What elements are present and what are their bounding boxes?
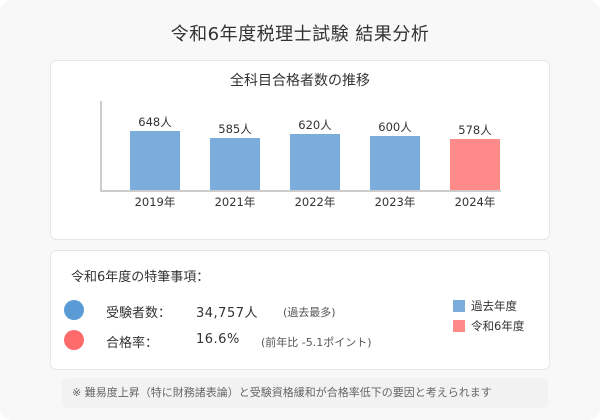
bar-value-label: 620人	[298, 118, 332, 132]
x-tick-label: 2019年	[134, 195, 176, 209]
bar-value-label: 585人	[218, 122, 252, 136]
legend-past-label: 過去年度	[471, 299, 517, 313]
x-axis	[100, 190, 501, 192]
footnote: ※ 難易度上昇（特に財務諸表論）と受験資格緩和が合格率低下の要因と考えられます	[62, 378, 548, 408]
applicants-note: (過去最多)	[283, 306, 336, 319]
bar-2022	[290, 134, 340, 190]
bar-value-label: 600人	[378, 120, 412, 134]
bar-value-label: 648人	[138, 115, 172, 129]
page-title: 令和6年度税理士試験 結果分析	[170, 24, 430, 45]
highlights-heading: 令和6年度の特筆事項：	[71, 270, 210, 285]
legend-past-swatch-icon	[453, 300, 465, 312]
x-tick-label: 2021年	[214, 195, 256, 209]
pass-rate-label: 合格率：	[106, 336, 159, 351]
legend-current-swatch-icon	[453, 320, 465, 332]
highlights-card: 令和6年度の特筆事項： 受験者数： 34,757人 (過去最多) 合格率： 16…	[50, 250, 550, 370]
pass-rate-value: 16.6%	[196, 332, 240, 347]
bar-value-label: 578人	[458, 123, 492, 137]
x-tick-label: 2023年	[374, 195, 416, 209]
chart-card: 全科目合格者数の推移 648人 2019年 585人 2021年 620人 2022年 60…	[50, 60, 550, 240]
bar-2019	[130, 131, 180, 190]
bar-2023	[370, 136, 420, 190]
x-tick-label: 2022年	[294, 195, 336, 209]
applicants-value: 34,757人	[196, 306, 258, 321]
applicants-dot-icon	[64, 300, 84, 320]
bar-2021	[210, 138, 260, 190]
pass-rate-note: (前年比 -5.1ポイント)	[261, 336, 372, 349]
applicants-label: 受験者数：	[106, 306, 172, 321]
legend-current-label: 令和6年度	[471, 319, 525, 333]
x-tick-label: 2024年	[454, 195, 496, 209]
y-axis	[100, 101, 102, 191]
pass-rate-dot-icon	[64, 330, 84, 350]
chart-title: 全科目合格者数の推移	[230, 73, 370, 89]
bar-2024	[450, 139, 500, 190]
